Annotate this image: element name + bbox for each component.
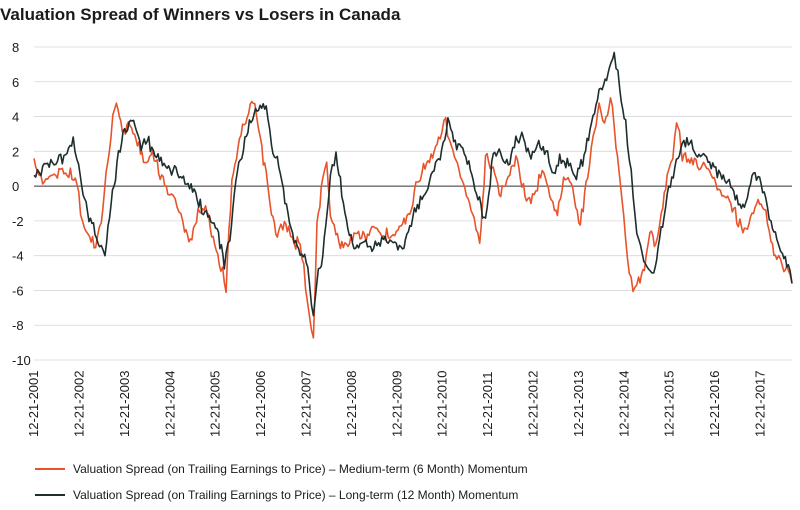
x-tick-label: 12-21-2016 <box>707 371 722 438</box>
y-tick-label: 8 <box>12 40 19 55</box>
series-line-long-term <box>33 51 793 317</box>
y-tick-label: -10 <box>12 353 31 368</box>
x-tick-label: 12-21-2001 <box>26 371 41 438</box>
legend-item-medium-term: Valuation Spread (on Trailing Earnings t… <box>35 462 528 476</box>
x-tick-label: 12-21-2015 <box>662 371 677 438</box>
x-tick-label: 12-21-2005 <box>208 371 223 438</box>
x-tick-label: 12-21-2017 <box>753 371 768 438</box>
x-tick-label: 12-21-2013 <box>571 371 586 438</box>
y-tick-label: 2 <box>12 144 19 159</box>
x-tick-label: 12-21-2009 <box>389 371 404 438</box>
legend-label-long-term: Valuation Spread (on Trailing Earnings t… <box>73 488 519 502</box>
legend-item-long-term: Valuation Spread (on Trailing Earnings t… <box>35 488 518 502</box>
x-tick-label: 12-21-2014 <box>616 371 631 438</box>
series-lines <box>33 51 793 339</box>
x-tick-label: 12-21-2002 <box>71 371 86 438</box>
legend-swatch-long-term <box>35 494 65 496</box>
y-axis-tick-labels: 8 6 4 2 0 -2 -4 -6 -8 -10 <box>12 40 31 368</box>
y-tick-label: -4 <box>12 249 24 264</box>
y-tick-label: 0 <box>12 179 19 194</box>
x-axis-tick-labels: 12-21-2001 12-21-2002 12-21-2003 12-21-2004… <box>26 371 800 438</box>
chart-title: Valuation Spread of Winners vs Losers in… <box>0 5 401 24</box>
x-tick-label: 12-21-2010 <box>435 371 450 437</box>
x-tick-label: 12-21-2003 <box>117 371 132 438</box>
y-tick-label: 6 <box>12 75 19 90</box>
x-tick-label: 12-21-2018 <box>798 371 800 438</box>
x-tick-label: 12-21-2006 <box>253 371 268 438</box>
x-tick-label: 12-21-2011 <box>480 371 495 437</box>
x-tick-label: 12-21-2004 <box>162 371 177 438</box>
legend-label-medium-term: Valuation Spread (on Trailing Earnings t… <box>73 462 528 476</box>
y-tick-label: -2 <box>12 214 24 229</box>
y-tick-label: -6 <box>12 283 24 298</box>
series-line-medium-term <box>33 97 793 339</box>
x-tick-label: 12-21-2008 <box>344 371 359 438</box>
x-tick-label: 12-21-2007 <box>298 371 313 438</box>
x-tick-label: 12-21-2012 <box>526 371 541 438</box>
y-tick-label: -8 <box>12 318 24 333</box>
legend-swatch-medium-term <box>35 468 65 470</box>
y-tick-label: 4 <box>12 110 19 125</box>
